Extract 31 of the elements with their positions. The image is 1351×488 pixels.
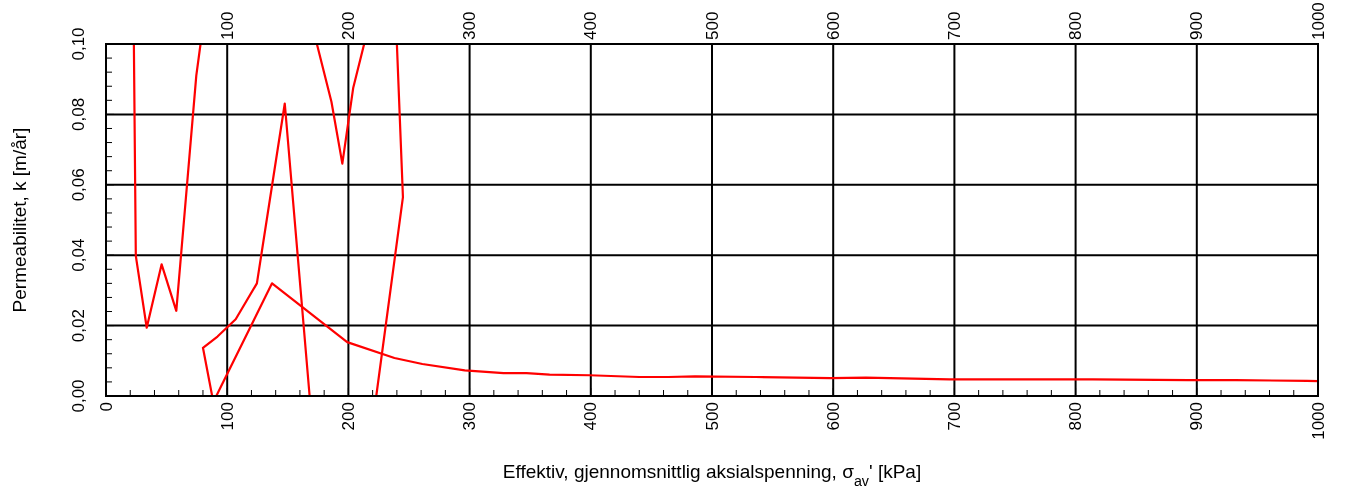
x2-tick-label: 200 xyxy=(338,11,358,40)
x2-tick-label: 1000 xyxy=(1308,2,1328,40)
y-tick-label: 0,04 xyxy=(68,238,88,272)
x-axis-title: Effektiv, gjennomsnittlig aksialspenning, σ$_{av}$' [kPa] xyxy=(502,461,922,488)
x-tick-label: 800 xyxy=(1066,402,1086,431)
x-tick-label: 700 xyxy=(944,402,964,431)
y-tick-label: 0,10 xyxy=(68,27,88,61)
x2-tick-label: 300 xyxy=(460,11,480,40)
line-series xyxy=(315,44,366,165)
y-tick-label: 0,06 xyxy=(68,168,88,202)
x-tick-label: 300 xyxy=(460,402,480,431)
x2-tick-label: 400 xyxy=(581,11,601,40)
x-tick-label: 600 xyxy=(823,402,843,431)
x2-tick-label: 600 xyxy=(823,11,843,40)
x2-tick-label: 800 xyxy=(1066,11,1086,40)
x2-tick-label: 100 xyxy=(217,11,237,40)
x-tick-label: 500 xyxy=(702,402,722,431)
x2-tick-label: 500 xyxy=(702,11,722,40)
x2-tick-label: 700 xyxy=(944,11,964,40)
y-tick-label: 0,08 xyxy=(68,97,88,131)
x-tick-label: 200 xyxy=(338,402,358,431)
x2-tick-label: 900 xyxy=(1187,11,1207,40)
line-series xyxy=(132,44,202,329)
x-tick-label: 0 xyxy=(96,402,116,412)
x-tick-label: 1000 xyxy=(1308,402,1328,440)
x-tick-label: 100 xyxy=(217,402,237,431)
y-axis-title: Permeabilitet, k [m/år] xyxy=(9,127,30,313)
x-tick-label: 900 xyxy=(1187,402,1207,431)
x-tick-label: 400 xyxy=(581,402,601,431)
y-tick-label: 0,02 xyxy=(68,309,88,343)
y-tick-label: 0,00 xyxy=(68,379,88,413)
